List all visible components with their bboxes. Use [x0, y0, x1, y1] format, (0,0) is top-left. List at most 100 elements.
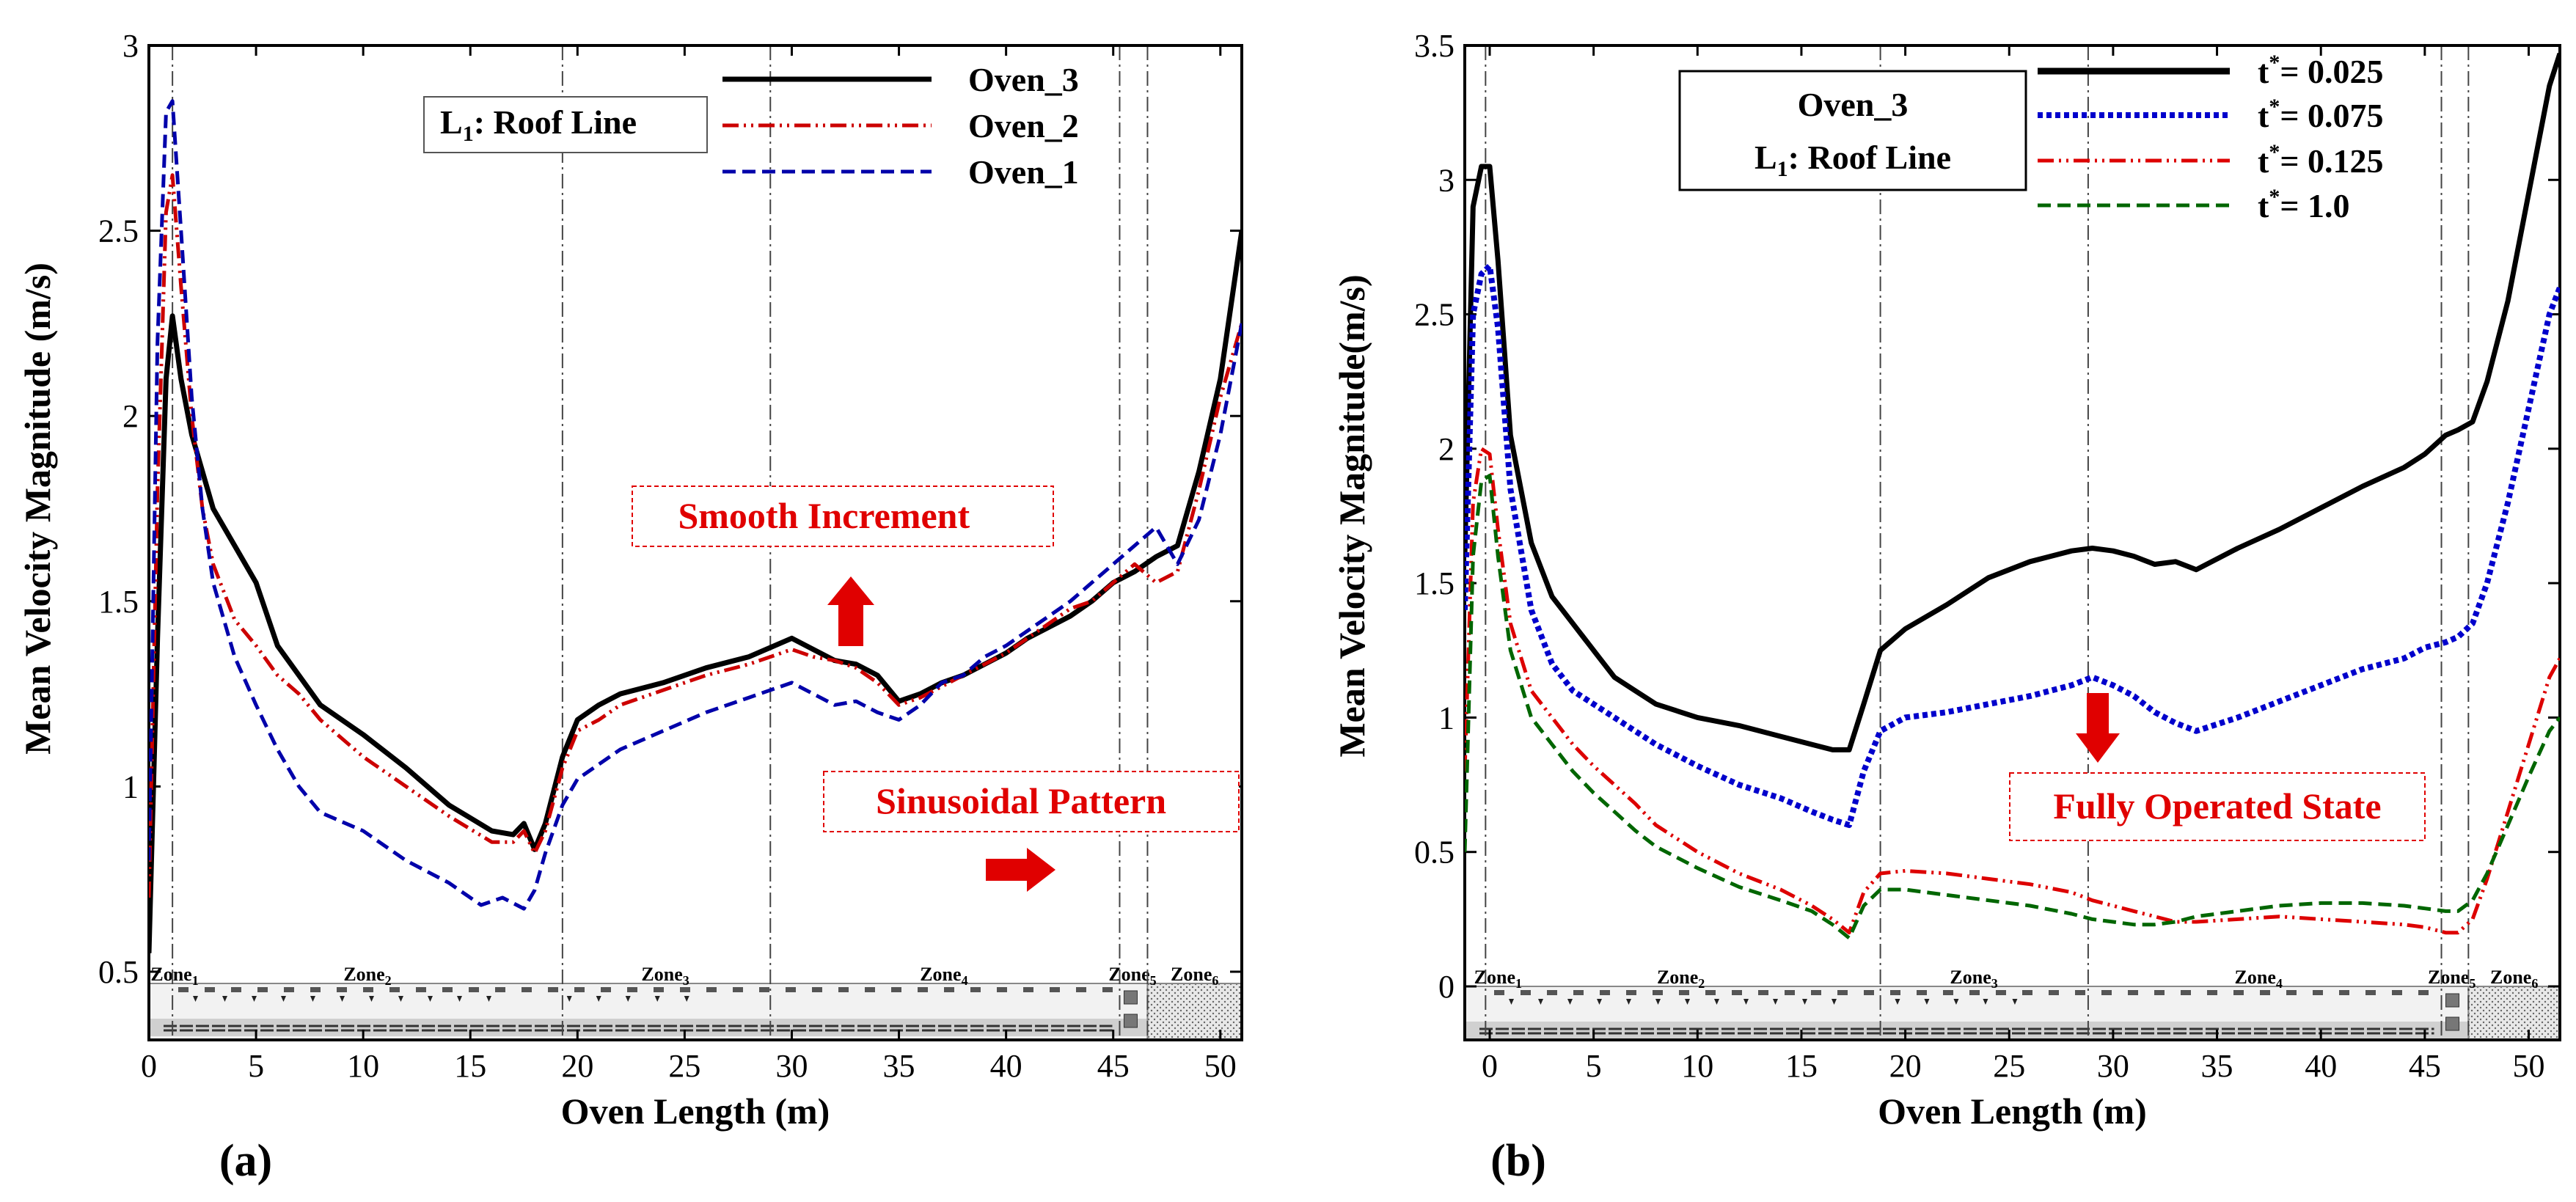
- legend-label-main: t: [2258, 53, 2269, 90]
- flow-arrow: [1626, 999, 1631, 1005]
- nozzle: [2392, 990, 2402, 995]
- x-tick-label: 45: [2409, 1048, 2441, 1084]
- nozzle: [2339, 990, 2349, 995]
- axes-frame: [147, 44, 1243, 1041]
- nozzle: [548, 987, 558, 992]
- zone-label: Zone4: [920, 964, 967, 988]
- flow-arrow: [2012, 999, 2018, 1005]
- nozzle: [257, 987, 268, 992]
- nozzle: [469, 987, 479, 992]
- exit-zone: [2467, 986, 2561, 1041]
- flow-arrow: [1743, 999, 1749, 1005]
- panel-label-paren: ): [257, 1136, 273, 1186]
- nozzle: [627, 987, 637, 992]
- flow-arrow: [596, 996, 601, 1002]
- nozzle: [495, 987, 505, 992]
- x-axis-title: Oven Length (m): [1878, 1091, 2147, 1132]
- panel-label: (a): [219, 1136, 272, 1186]
- zone-label: Zone3: [641, 964, 689, 988]
- nozzle: [1811, 990, 1821, 995]
- flow-arrow: [1983, 999, 1988, 1005]
- panel-label-paren: (: [219, 1136, 235, 1186]
- panel-label-letter: a: [235, 1136, 257, 1186]
- zone-label-sub: 2: [1698, 976, 1705, 991]
- flow-arrow: [252, 996, 257, 1002]
- nozzle: [1732, 990, 1742, 995]
- legend-label: t*= 0.125: [2258, 140, 2384, 180]
- x-tick-label: 30: [2097, 1048, 2129, 1084]
- flow-arrow: [1953, 999, 1959, 1005]
- nozzle: [1679, 990, 1689, 995]
- nozzle: [1705, 990, 1716, 995]
- zone-label-name: Zone: [150, 964, 191, 985]
- nozzle: [865, 987, 875, 992]
- legend-label-main: t: [2258, 97, 2269, 134]
- down-arrow: [2076, 693, 2120, 763]
- y-tick-label: 3.5: [1414, 28, 1455, 64]
- nozzle: [812, 987, 822, 992]
- series-line-t-0-075: [1465, 263, 2560, 829]
- nozzle: [1521, 990, 1531, 995]
- nozzle: [2049, 990, 2059, 995]
- nozzle: [1050, 987, 1060, 992]
- nozzle: [284, 987, 294, 992]
- legend-label-main: t: [2258, 187, 2269, 224]
- nozzle: [2260, 990, 2270, 995]
- series-line-t-0-125: [1465, 447, 2560, 935]
- flow-arrow: [1924, 999, 1930, 1005]
- x-tick-label: 45: [1097, 1048, 1130, 1084]
- legend-label-main: t: [2258, 142, 2269, 180]
- nozzle: [2101, 990, 2112, 995]
- flow-arrow: [566, 996, 572, 1002]
- nozzle: [1758, 990, 1768, 995]
- y-tick-label: 2.5: [98, 213, 139, 249]
- nozzle: [1076, 987, 1086, 992]
- legend-label-rest: = 0.075: [2280, 97, 2383, 134]
- x-tick-label: 40: [2305, 1048, 2337, 1084]
- legend-title-rest: : Roof Line: [1788, 139, 1951, 176]
- nozzle: [1943, 990, 1953, 995]
- x-tick-label: 35: [883, 1048, 915, 1084]
- legend-title-oven: Oven_3: [1798, 86, 1909, 123]
- nozzle: [1864, 990, 1874, 995]
- flow-arrow: [1538, 999, 1543, 1005]
- zone-label-name: Zone: [1108, 964, 1149, 985]
- zone-label: Zone1: [150, 964, 198, 988]
- zone-label-name: Zone: [343, 964, 384, 985]
- flow-arrow: [1685, 999, 1690, 1005]
- nozzle: [970, 987, 981, 992]
- zone-label-name: Zone: [2235, 967, 2276, 988]
- nozzle: [1837, 990, 1848, 995]
- nozzle: [205, 987, 215, 992]
- up-arrow: [827, 576, 874, 646]
- zone-label: Zone5: [1108, 964, 1156, 988]
- legend-label: Oven_2: [968, 107, 1079, 144]
- nozzle: [706, 987, 717, 992]
- zone-label: Zone3: [1950, 967, 1997, 991]
- flow-arrow: [486, 996, 491, 1002]
- nozzle: [337, 987, 347, 992]
- nozzle: [1547, 990, 1557, 995]
- annotation-fully-operated-state: Fully Operated State: [2053, 785, 2381, 827]
- flow-arrow: [222, 996, 227, 1002]
- x-tick-label: 50: [1204, 1048, 1237, 1084]
- zone-label: Zone2: [343, 964, 391, 988]
- legend-label: t*= 0.075: [2258, 95, 2384, 134]
- y-tick-label: 1: [122, 769, 139, 805]
- legend-label: Oven_1: [968, 153, 1079, 191]
- annotation-sinusoidal-pattern: Sinusoidal Pattern: [876, 780, 1166, 821]
- nozzle: [574, 987, 585, 992]
- x-tick-label: 0: [141, 1048, 157, 1084]
- flow-arrow: [340, 996, 345, 1002]
- y-tick-label: 1.5: [1414, 565, 1455, 601]
- y-tick-label: 0.5: [1414, 835, 1455, 871]
- fan-box: [2445, 993, 2460, 1008]
- zone-label-sub: 5: [2469, 976, 2476, 991]
- panel-label-paren: (: [1490, 1136, 1506, 1186]
- legend-title-line: L1: Roof Line: [1754, 139, 1951, 181]
- zone-label-name: Zone: [641, 964, 682, 985]
- annotation-box: [823, 771, 1240, 832]
- flow-arrow: [310, 996, 315, 1002]
- flow-arrow: [457, 996, 462, 1002]
- nozzle: [654, 987, 664, 992]
